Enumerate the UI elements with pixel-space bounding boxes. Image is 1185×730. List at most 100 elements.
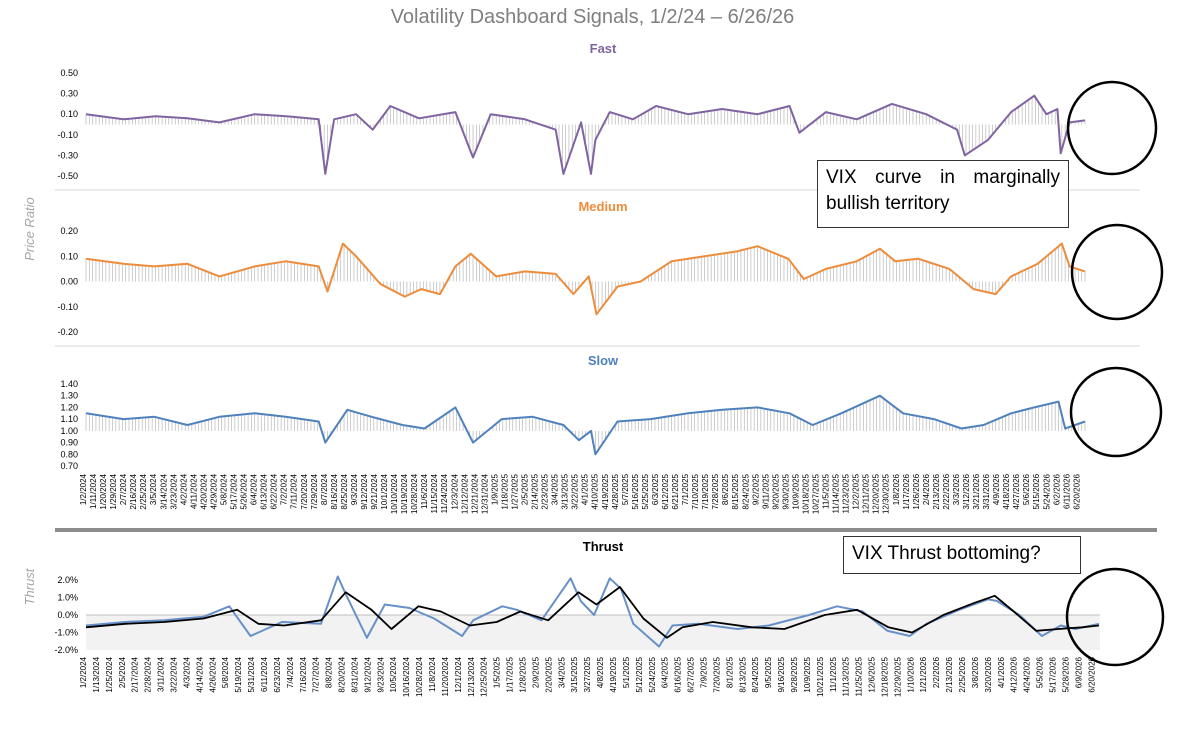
x-tick-label: 1/18/2025 [500,473,509,509]
x-tick-label: 6/3/2025 [651,473,660,505]
x-tick-label: 5/17/2024 [230,473,239,509]
x-tick-label: 12/6/2025 [868,656,877,692]
x-tick-label: 11/5/2025 [822,473,831,509]
y-tick-label: 0.00 [60,277,78,287]
x-tick-label: 2/14/2025 [531,473,540,509]
highlight-circle [1069,366,1163,458]
x-tick-label: 10/28/2024 [410,473,419,514]
x-tick-label: 3/13/2025 [561,473,570,509]
x-tick-label: 7/4/2024 [286,656,295,688]
x-tick-label: 6/27/2025 [687,656,696,692]
x-tick-label: 1/5/2025 [493,656,502,688]
x-tick-label: 2/13/2026 [932,473,941,509]
x-tick-label: 12/30/2025 [882,473,891,514]
y-tick-label: -0.20 [57,327,78,337]
chart-title: Volatility Dashboard Signals, 1/2/24 – 6… [390,6,795,28]
x-tick-label: 1/17/2026 [902,473,911,509]
y-tick-label: 0.80 [60,449,78,459]
x-tick-label: 3/21/2026 [972,473,981,509]
x-tick-label: 5/12/2025 [635,656,644,692]
x-tick-label: 12/29/2025 [893,656,902,697]
y-tick-label: 0.0% [57,610,78,620]
y-tick-label: 1.00 [60,426,78,436]
x-tick-label: 3/3/2026 [952,473,961,505]
x-tick-label: 2/16/2024 [129,473,138,509]
x-tick-label: 7/9/2025 [700,656,709,688]
x-tick-label: 3/20/2026 [984,656,993,692]
x-tick-label: 9/21/2024 [370,473,379,509]
x-tick-label: 1/8/2026 [892,473,901,505]
x-tick-label: 11/15/2024 [430,473,439,513]
y-tick-label: 2.0% [57,575,78,585]
x-tick-label: 9/5/2025 [764,656,773,688]
x-tick-label: 2/9/2025 [531,656,540,688]
x-tick-label: 6/2/2026 [1052,473,1061,505]
y-tick-label: -0.50 [57,171,78,181]
x-tick-label: 4/12/2026 [1010,656,1019,692]
x-tick-label: 12/11/2025 [862,473,871,513]
x-tick-label: 8/24/2025 [741,474,750,510]
x-tick-label: 4/20/2024 [199,473,208,509]
x-tick-label: 3/11/2024 [157,656,166,692]
x-tick-label: 5/24/2025 [648,656,657,692]
x-tick-label: 11/8/2024 [428,656,437,692]
x-tick-label: 5/28/2026 [1061,656,1070,692]
x-tick-label: 6/4/2025 [661,656,670,688]
x-tick-label: 8/25/2024 [340,473,349,509]
x-tick-label: 5/8/2024 [221,656,230,688]
panel-title-medium: Medium [578,199,627,214]
x-tick-label: 7/29/2024 [310,473,319,509]
x-tick-label: 10/16/2024 [402,656,411,697]
y-tick-label: 0.30 [60,89,78,99]
y-tick-label: 1.40 [60,379,78,389]
x-tick-label: 7/20/2024 [300,474,309,510]
x-tick-label: 5/15/2026 [1032,473,1041,509]
x-tick-label: 10/19/2024 [400,473,409,514]
x-tick-label: 9/12/2024 [360,473,369,509]
x-tick-label: 8/7/2024 [320,473,329,505]
series-line-slow [85,394,1086,456]
x-tick-label: 6/20/2026 [1087,656,1096,692]
x-tick-label: 9/16/2025 [777,656,786,692]
y-tick-label: 1.20 [60,402,78,412]
x-tick-label: 2/22/2026 [942,473,951,509]
x-tick-label: 8/8/2024 [325,656,334,688]
x-tick-label: 2/25/2026 [958,656,967,692]
y-tick-label: 1.30 [60,391,78,401]
thrust-series-line-2 [85,586,1099,639]
x-tick-label: 3/4/2025 [551,473,560,505]
panel-title-slow: Slow [588,353,619,368]
x-tick-label: 1/11/2024 [89,473,98,509]
x-tick-label: 10/21/2025 [816,656,825,697]
x-tick-label: 6/22/2024 [270,473,279,509]
x-tick-label: 9/23/2024 [376,656,385,692]
x-tick-label: 7/28/2025 [711,473,720,509]
y-tick-label: 0.70 [60,461,78,471]
x-tick-label: 4/19/2025 [601,473,610,509]
x-tick-label: 5/25/2025 [641,473,650,509]
x-tick-label: 4/27/2026 [1012,473,1021,509]
x-tick-label: 4/19/2025 [609,656,618,692]
panel-title-thrust: Thrust [583,539,624,554]
x-tick-label: 2/4/2026 [922,473,931,505]
x-tick-label: 12/18/2025 [881,656,890,697]
x-tick-label: 5/17/2026 [1049,656,1058,692]
x-tick-label: 3/22/2024 [170,656,179,692]
x-tick-label: 3/14/2024 [159,473,168,509]
x-tick-label: 11/23/2025 [842,473,851,513]
x-tick-label: 4/29/2024 [209,473,218,509]
y-tick-label: 0.10 [60,109,78,119]
x-tick-label: 5/5/2026 [1036,656,1045,688]
x-tick-label: 12/12/2024 [460,473,469,514]
x-tick-label: 6/11/2026 [1062,473,1071,509]
y-tick-label: -2.0% [54,645,78,655]
x-tick-label: 9/2/2025 [751,473,760,505]
x-tick-label: 11/13/2025 [842,656,851,696]
x-tick-label: 8/31/2024 [351,656,360,692]
x-tick-label: 3/31/2026 [982,473,991,509]
x-tick-label: 11/20/2024 [441,657,450,697]
x-tick-label: 5/19/2024 [234,656,243,692]
y-axis-label-thrust: Thrust [22,567,37,605]
x-tick-label: 3/4/2025 [557,656,566,688]
